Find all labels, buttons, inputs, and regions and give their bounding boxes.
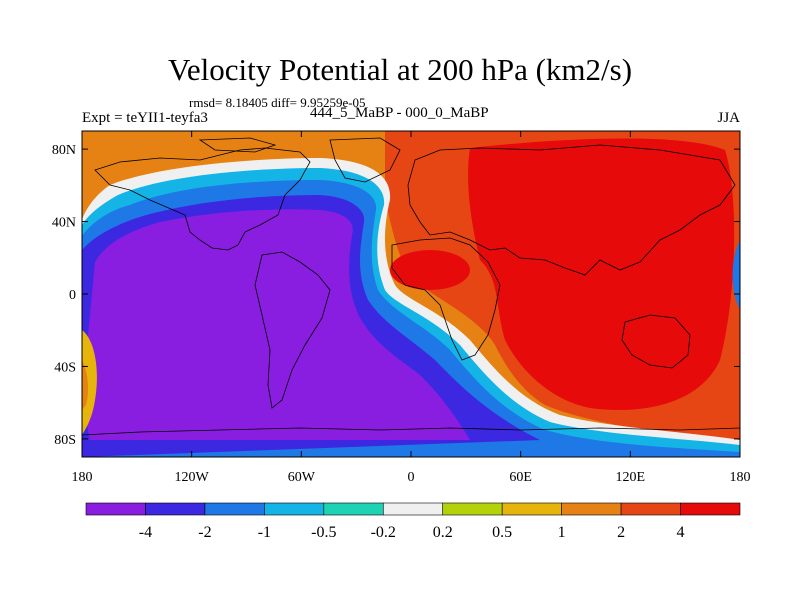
colorbar-swatch [382,502,444,516]
colorbar-swatch [501,502,562,516]
colorbar: -4 -2 -1 -0.5 -0.2 0.2 0.5 1 2 4 [85,502,741,541]
coast-south-america [254,251,331,409]
lat-tick-label: 40S [54,360,76,375]
lat-tick-label: 0 [69,288,76,303]
colorbar-swatch [620,502,681,516]
shaded-field [82,131,740,457]
colorbar-label: 0.5 [492,524,512,541]
colorbar-swatch [561,502,622,516]
lat-tick-label: 80N [52,143,76,158]
field-west-edge-positive [82,330,97,435]
lon-tick-label: 60W [288,470,316,485]
colorbar-label: -1 [258,524,271,541]
colorbar-swatch [264,502,325,516]
colorbar-label: -0.5 [311,524,336,541]
season-label: JJA [717,110,740,126]
coast-africa [391,237,501,361]
lon-tick-label: 120W [175,470,210,485]
colorbar-swatch [85,502,146,516]
latitude-axis: 80N 40N 0 40S 80S [52,143,740,448]
colorbar-label: -2 [198,524,211,541]
lat-tick-label: 80S [54,433,76,448]
coast-australia [621,314,691,369]
field-max-africa [390,250,470,290]
lon-tick-label: 180 [72,470,93,485]
experiment-label: Expt = teYII1-teyfa3 [82,110,208,126]
difference-label: 444_5_MaBP - 000_0_MaBP [310,105,489,121]
lat-tick-label: 40N [52,216,76,231]
field-west-edge-orange [82,360,89,410]
stats-text: rmsd= 8.18405 diff= 9.95259e-05 [189,95,366,110]
field-max-region [468,138,735,411]
plot-title: Velocity Potential at 200 hPa (km2/s) [167,52,633,87]
colorbar-swatch [323,502,384,516]
lon-tick-label: 180 [730,470,751,485]
colorbar-swatch [145,502,206,516]
field-east-edge-negative [732,240,740,310]
longitude-axis: 180 120W 60W 0 60E 120E 180 [72,131,751,485]
lon-tick-label: 120E [616,470,646,485]
coast-arctic-islands [198,137,277,153]
coastlines [82,137,740,436]
colorbar-label: -4 [139,524,152,541]
coast-north-america [94,147,311,251]
coast-greenland [329,137,401,183]
coast-eurasia [407,144,736,276]
coast-antarctica [82,427,740,436]
colorbar-label: 0.2 [433,524,453,541]
colorbar-swatch [442,502,503,516]
colorbar-label: 2 [617,524,625,541]
field-min-region [82,209,470,440]
colorbar-label: 1 [558,524,566,541]
colorbar-label: 4 [677,524,685,541]
colorbar-swatch [204,502,265,516]
colorbar-label: -0.2 [371,524,396,541]
colorbar-swatch [680,502,741,516]
lon-tick-label: 0 [408,470,415,485]
lon-tick-label: 60E [509,470,532,485]
